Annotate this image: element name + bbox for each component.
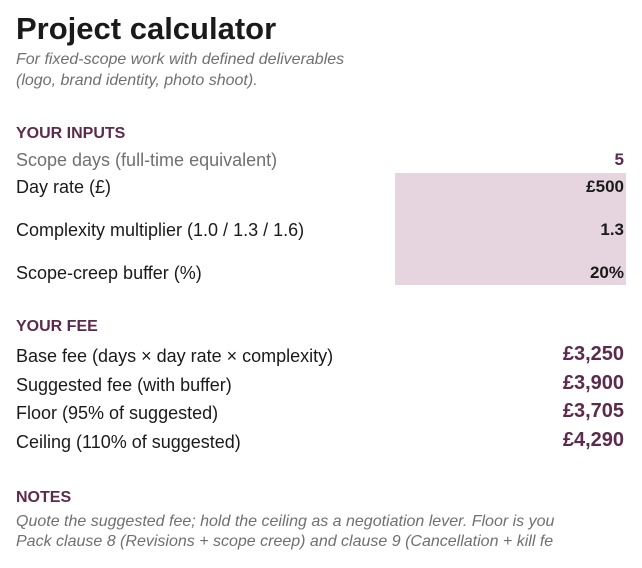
- input-area: [395, 173, 626, 285]
- input-label: Scope-creep buffer (%): [16, 263, 202, 283]
- input-value[interactable]: £500: [586, 177, 624, 196]
- section-heading: YOUR FEE: [16, 318, 98, 335]
- input-label: Day rate (£): [16, 177, 112, 197]
- section-heading: YOUR INPUTS: [16, 125, 126, 142]
- input-value[interactable]: 1.3: [600, 220, 624, 239]
- input-label: Complexity multiplier (1.0 / 1.3 / 1.6): [16, 220, 305, 240]
- fee-value: £4,290: [562, 429, 624, 451]
- subtitle: For fixed-scope work with defined delive…: [16, 51, 345, 68]
- fee-value: £3,705: [562, 400, 624, 422]
- title: Project calculator: [16, 11, 277, 46]
- input-label: Scope days (full-time equivalent): [16, 150, 278, 170]
- input-value: 5: [614, 150, 624, 169]
- fee-value: £3,250: [562, 343, 624, 365]
- fee-label: Base fee (days × day rate × complexity): [16, 346, 334, 366]
- section-heading: NOTES: [16, 489, 72, 506]
- note-text: Quote the suggested fee; hold the ceilin…: [16, 514, 555, 530]
- input-value[interactable]: 20%: [589, 263, 624, 282]
- fee-label: Ceiling (110% of suggested): [16, 432, 241, 452]
- note-text: Pack clause 8 (Revisions + scope creep) …: [16, 534, 554, 550]
- fee-value: £3,900: [562, 372, 624, 394]
- fee-label: Suggested fee (with buffer): [16, 375, 232, 395]
- subtitle: (logo, brand identity, photo shoot).: [16, 72, 258, 89]
- fee-label: Floor (95% of suggested): [16, 403, 219, 423]
